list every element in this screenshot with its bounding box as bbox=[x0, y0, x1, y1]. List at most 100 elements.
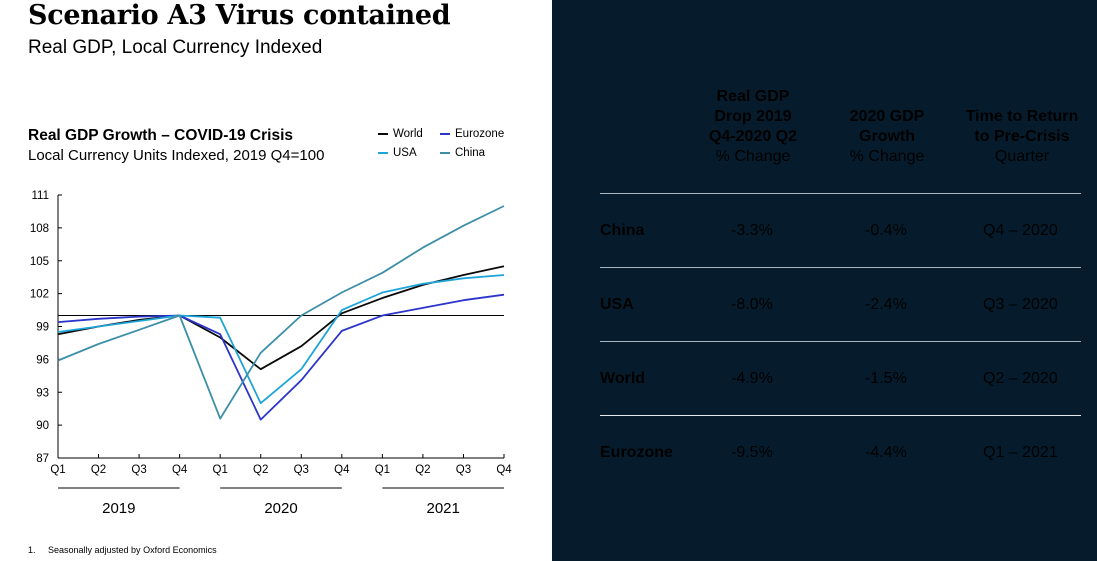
data-point-usa bbox=[98, 326, 100, 328]
data-point-china bbox=[381, 272, 383, 274]
x-tick-label: Q2 bbox=[253, 464, 268, 476]
data-point-china bbox=[341, 292, 343, 294]
footnote-text: Seasonally adjusted by Oxford Economics bbox=[48, 545, 217, 555]
x-tick-label: Q1 bbox=[50, 464, 65, 476]
y-tick-label: 111 bbox=[32, 190, 49, 202]
data-point-eurozone bbox=[503, 294, 505, 296]
return-quarter-value: Q1 – 2021 bbox=[983, 444, 1058, 461]
data-point-eurozone bbox=[422, 307, 424, 309]
year-group-label: 2019 bbox=[102, 500, 135, 517]
gdp-growth-value: -2.4% bbox=[865, 296, 907, 313]
x-tick-label: Q3 bbox=[131, 464, 146, 476]
data-point-usa bbox=[57, 331, 59, 333]
row-label: China bbox=[600, 222, 645, 239]
x-tick-label: Q3 bbox=[456, 464, 471, 476]
data-point-eurozone bbox=[300, 379, 302, 381]
page-title: Scenario A3 Virus contained bbox=[28, 0, 451, 31]
data-point-usa bbox=[260, 402, 262, 404]
left-panel: Scenario A3 Virus contained Real GDP, Lo… bbox=[28, 0, 513, 555]
legend-swatch bbox=[440, 132, 450, 135]
data-point-world bbox=[381, 297, 383, 299]
gdp-drop-value: -9.5% bbox=[731, 444, 773, 461]
year-group-label: 2020 bbox=[264, 500, 297, 517]
page-subtitle: Real GDP, Local Currency Indexed bbox=[28, 37, 323, 58]
x-tick-label: Q2 bbox=[91, 464, 106, 476]
legend-label: Eurozone bbox=[455, 128, 505, 140]
gdp-growth-value: -1.5% bbox=[865, 370, 907, 387]
divider bbox=[600, 267, 1081, 268]
data-point-world bbox=[260, 368, 262, 370]
legend-item-eurozone: Eurozone bbox=[440, 128, 504, 140]
data-point-usa bbox=[341, 309, 343, 311]
data-point-china bbox=[422, 247, 424, 249]
row-label: USA bbox=[600, 296, 634, 313]
data-point-china bbox=[98, 343, 100, 345]
y-tick-label: 108 bbox=[30, 223, 49, 235]
x-tick-label: Q2 bbox=[415, 464, 430, 476]
y-tick-label: 102 bbox=[30, 289, 49, 301]
footnote: 1. Seasonally adjusted by Oxford Economic… bbox=[28, 545, 217, 555]
y-tick-label: 93 bbox=[36, 387, 49, 399]
data-point-china bbox=[503, 205, 505, 207]
line-chart: 87 90 93 96 99 102 105 108 111 Q1 Q2 Q3 Q4 Q1 Q2 Q3 Q4 Q1… bbox=[30, 190, 512, 517]
legend-item-usa: USA bbox=[378, 147, 417, 159]
legend-swatch bbox=[378, 151, 388, 154]
data-point-china bbox=[463, 225, 465, 227]
series-line-eurozone bbox=[57, 293, 505, 421]
header-line: 2020 GDP bbox=[849, 108, 925, 125]
y-tick-label: 99 bbox=[36, 322, 49, 334]
header-line: to Pre-Crisis bbox=[974, 128, 1070, 145]
data-point-china bbox=[219, 418, 221, 420]
legend-label: China bbox=[455, 147, 486, 159]
legend-swatch bbox=[440, 151, 450, 154]
x-tick-label: Q4 bbox=[172, 464, 188, 476]
data-point-eurozone bbox=[219, 333, 221, 335]
footnote-number: 1. bbox=[28, 545, 36, 555]
data-point-world bbox=[57, 333, 59, 335]
data-point-eurozone bbox=[341, 330, 343, 332]
gdp-growth-value: -0.4% bbox=[865, 222, 907, 239]
x-tick-label: Q1 bbox=[375, 464, 390, 476]
data-point-china bbox=[300, 315, 302, 317]
x-tick-label: Q1 bbox=[213, 464, 228, 476]
legend-item-china: China bbox=[440, 147, 485, 159]
return-quarter-value: Q2 – 2020 bbox=[983, 370, 1058, 387]
header-unit: % Change bbox=[715, 148, 791, 165]
data-point-usa bbox=[381, 292, 383, 294]
x-tick-label: Q4 bbox=[334, 464, 350, 476]
column-header-gdp-drop: Real GDP Drop 2019 Q4-2020 Q2 % Change bbox=[693, 87, 813, 167]
y-tick-label: 105 bbox=[30, 256, 49, 268]
data-point-eurozone bbox=[138, 316, 140, 318]
header-line: Real GDP bbox=[716, 88, 790, 105]
data-point-eurozone bbox=[381, 315, 383, 317]
x-tick-label: Q4 bbox=[496, 464, 512, 476]
y-tick-label: 87 bbox=[36, 453, 49, 465]
data-point-china bbox=[260, 352, 262, 354]
data-point-eurozone bbox=[463, 299, 465, 301]
y-tick-label: 96 bbox=[36, 354, 49, 366]
x-tick-label: Q3 bbox=[294, 464, 309, 476]
data-point-usa bbox=[422, 283, 424, 285]
legend-swatch bbox=[378, 132, 388, 135]
gdp-drop-value: -3.3% bbox=[731, 222, 773, 239]
header-line: Growth bbox=[859, 128, 915, 145]
row-label: World bbox=[600, 370, 646, 387]
series-line-usa bbox=[57, 274, 505, 405]
divider bbox=[600, 193, 1081, 194]
data-point-china bbox=[138, 329, 140, 331]
data-point-usa bbox=[463, 277, 465, 279]
divider bbox=[600, 415, 1081, 416]
summary-panel bbox=[552, 0, 1097, 561]
chart-subtitle: Local Currency Units Indexed, 2019 Q4=10… bbox=[28, 147, 325, 164]
column-header-time-to-return: Time to Return to Pre-Crisis Quarter bbox=[952, 107, 1092, 167]
data-point-china bbox=[179, 315, 181, 317]
legend-item-world: World bbox=[378, 128, 423, 140]
legend-label: USA bbox=[393, 147, 417, 159]
data-point-usa bbox=[300, 368, 302, 370]
header-line: Q4-2020 Q2 bbox=[708, 128, 798, 145]
data-point-usa bbox=[219, 317, 221, 319]
row-label: Eurozone bbox=[600, 444, 673, 461]
data-point-world bbox=[300, 345, 302, 347]
data-point-eurozone bbox=[260, 419, 262, 421]
header-unit: Quarter bbox=[994, 148, 1050, 165]
